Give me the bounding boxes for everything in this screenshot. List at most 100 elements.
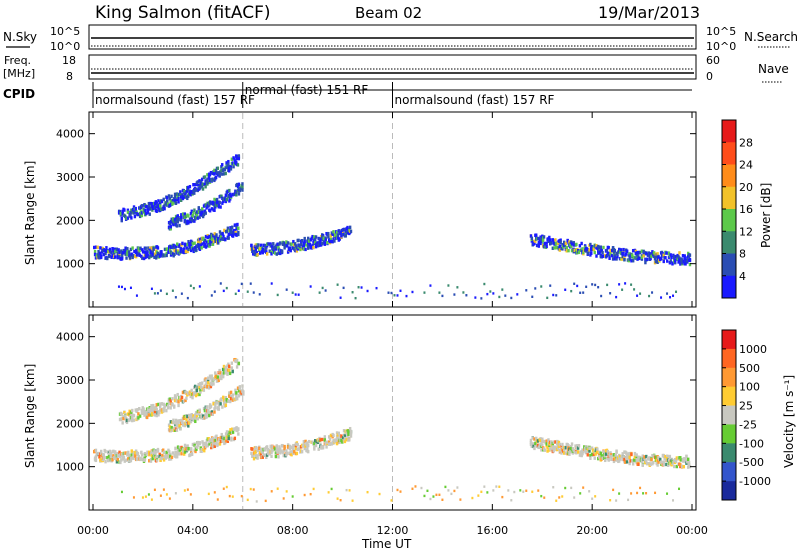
velocity-colorbar-label: 25 [739, 400, 753, 413]
power-echo-cell [666, 259, 669, 263]
power-ground-scatter [618, 283, 621, 286]
power-echo-cell [212, 202, 215, 207]
velocity-ground-scatter [285, 490, 288, 493]
velocity-echo-cell [238, 392, 242, 396]
power-echo-cell [146, 251, 149, 255]
power-echo-cell [601, 250, 604, 255]
power-ground-scatter [339, 296, 342, 299]
velocity-echo-cell [217, 438, 221, 442]
velocity-echo-cell [667, 459, 671, 463]
velocity-echo-cell [225, 430, 229, 434]
velocity-echo-cell [207, 386, 211, 390]
velocity-echo-cell [190, 388, 193, 393]
velocity-echo-cell [104, 449, 107, 454]
power-echo-cell [279, 241, 282, 245]
power-echo-cell [157, 199, 160, 203]
power-colorbar-label: Power [dB] [759, 183, 773, 248]
power-echo-cell [216, 166, 220, 170]
power-echo-cell [210, 237, 214, 242]
power-echo-cell [533, 241, 536, 246]
power-echo-cell [239, 186, 242, 190]
power-echo-cell [683, 254, 686, 258]
velocity-echo-cell [201, 440, 204, 444]
velocity-echo-cell [663, 456, 666, 461]
velocity-ground-scatter [348, 489, 351, 492]
power-echo-cell [189, 248, 193, 253]
velocity-echo-cell [610, 457, 613, 462]
velocity-echo-cell [614, 453, 617, 458]
power-echo-cell [201, 210, 204, 214]
velocity-echo-cell [300, 449, 304, 454]
velocity-echo-cell [150, 453, 154, 458]
power-echo-cell [144, 250, 147, 254]
velocity-echo-cell [208, 413, 211, 418]
power-echo-cell [99, 246, 102, 250]
power-ground-scatter [480, 297, 483, 300]
power-echo-cell [264, 244, 267, 248]
velocity-echo-cell [552, 449, 555, 453]
velocity-echo-cell [149, 407, 152, 411]
velocity-echo-cell [188, 390, 192, 394]
velocity-echo-cell [224, 403, 228, 408]
nsearch-tick-top: 10^5 [706, 25, 736, 38]
power-echo-cell [145, 254, 148, 259]
power-echo-cell [140, 204, 144, 208]
power-echo-cell [148, 255, 151, 260]
velocity-echo-cell [296, 447, 299, 451]
velocity-echo-cell [561, 442, 564, 447]
power-echo-cell [274, 247, 278, 251]
velocity-echo-cell [185, 390, 188, 395]
power-echo-cell [203, 240, 206, 245]
nsearch-label: N.Search [744, 30, 798, 44]
power-ytick-label: 1000 [56, 258, 84, 271]
power-echo-cell [182, 247, 186, 251]
power-echo-cell [165, 251, 168, 256]
freq-unit: [MHz] [3, 67, 35, 80]
power-echo-cell [542, 239, 545, 243]
velocity-echo-cell [162, 450, 166, 455]
velocity-echo-cell [164, 453, 168, 458]
power-echo-cell [156, 251, 160, 256]
velocity-echo-cell [129, 458, 133, 463]
power-echo-cell [667, 251, 671, 255]
velocity-ground-scatter [456, 486, 459, 489]
power-echo-cell [277, 251, 280, 255]
velocity-ground-scatter [579, 492, 582, 495]
velocity-ground-scatter [327, 491, 330, 494]
velocity-colorbar-swatch [722, 330, 736, 350]
velocity-ground-scatter [513, 490, 516, 494]
velocity-ground-scatter [519, 489, 522, 492]
velocity-echo-cell [125, 420, 129, 425]
velocity-echo-cell [618, 457, 622, 461]
velocity-ground-scatter [531, 490, 534, 493]
velocity-echo-cell [102, 453, 106, 457]
power-ground-scatter [660, 296, 663, 299]
velocity-echo-cell [264, 448, 267, 452]
power-echo-cell [132, 208, 136, 213]
velocity-ground-scatter [645, 492, 648, 495]
velocity-echo-cell [654, 455, 658, 459]
velocity-echo-cell [204, 441, 208, 446]
power-ground-scatter [192, 286, 195, 290]
velocity-echo-cell [168, 454, 172, 459]
velocity-echo-cell [578, 453, 582, 457]
power-echo-cell [173, 252, 176, 256]
power-echo-cell [568, 240, 571, 244]
power-echo-band [117, 154, 241, 223]
power-echo-cell [678, 256, 681, 260]
velocity-echo-cell [237, 361, 241, 366]
velocity-echo-cell [168, 452, 172, 457]
power-echo-cell [180, 218, 183, 222]
velocity-ground-scatter [543, 496, 546, 499]
power-echo-cell [174, 201, 178, 205]
velocity-echo-cell [229, 399, 232, 404]
power-echo-cell [682, 259, 686, 264]
velocity-echo-cell [207, 378, 210, 382]
velocity-echo-cell [216, 375, 220, 379]
velocity-echo-cell [211, 445, 215, 449]
power-echo-cell [204, 185, 207, 189]
velocity-echo-cell [618, 454, 622, 459]
power-echo-cell [198, 179, 201, 183]
power-echo-cell [561, 247, 564, 251]
power-echo-cell [168, 248, 172, 252]
